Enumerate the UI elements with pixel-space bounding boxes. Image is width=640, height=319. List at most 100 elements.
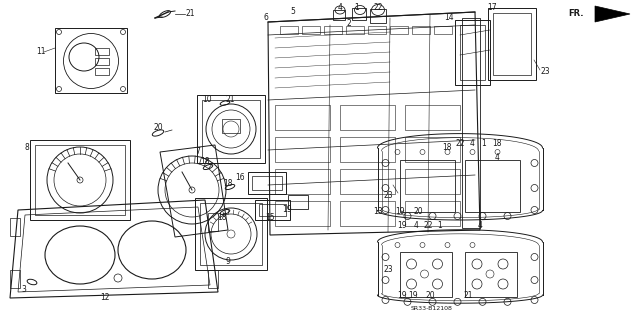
Bar (275, 105, 330, 130)
Text: 20: 20 (413, 207, 423, 217)
Bar (255, 200, 290, 220)
Text: 19: 19 (397, 291, 407, 300)
Bar (340, 137, 395, 162)
Bar (95, 58, 109, 65)
Text: 19: 19 (408, 291, 418, 300)
Text: 4: 4 (470, 138, 474, 147)
Bar (95, 68, 109, 75)
Text: 21: 21 (463, 291, 473, 300)
Text: 5: 5 (291, 8, 296, 17)
Text: 22: 22 (455, 138, 465, 147)
Text: 14: 14 (444, 13, 454, 23)
Text: 18: 18 (492, 138, 502, 147)
Text: 8: 8 (24, 144, 29, 152)
Text: 18: 18 (442, 144, 452, 152)
Text: 10: 10 (202, 95, 212, 105)
Text: 22: 22 (373, 3, 383, 11)
Text: 4: 4 (413, 220, 419, 229)
Text: 15: 15 (265, 213, 275, 222)
Bar (222, 119, 240, 133)
Text: 23: 23 (383, 265, 393, 275)
Text: 3: 3 (22, 286, 26, 294)
Bar (346, 26, 364, 34)
Bar (488, 8, 536, 80)
Text: 2: 2 (347, 19, 351, 27)
Text: 11: 11 (36, 48, 45, 56)
Bar (405, 169, 460, 194)
Text: 16: 16 (235, 174, 245, 182)
Bar (208, 270, 218, 288)
Bar (340, 105, 395, 130)
Text: 18: 18 (217, 213, 227, 222)
Bar (465, 160, 520, 212)
Bar (208, 213, 218, 231)
Bar (462, 18, 480, 228)
Text: 12: 12 (100, 293, 109, 301)
Text: 19: 19 (282, 205, 292, 214)
Text: 22: 22 (423, 220, 433, 229)
Text: 1: 1 (438, 220, 442, 229)
Text: 4: 4 (495, 152, 499, 161)
Text: 20: 20 (425, 291, 435, 300)
Bar (55, 28, 127, 93)
Bar (280, 26, 298, 34)
Text: 6: 6 (264, 13, 268, 23)
Bar (465, 252, 517, 297)
Text: FR.: FR. (568, 10, 584, 19)
Text: 18: 18 (200, 158, 210, 167)
Bar (288, 195, 308, 209)
Bar (95, 48, 109, 55)
Text: SR33-B12108: SR33-B12108 (411, 306, 453, 310)
Bar (259, 204, 286, 216)
Bar (460, 25, 485, 80)
Bar (405, 137, 460, 162)
Bar (390, 26, 408, 34)
Bar (368, 26, 386, 34)
Text: 7: 7 (196, 147, 200, 157)
Polygon shape (595, 6, 630, 22)
Bar (197, 95, 265, 163)
Bar (333, 10, 345, 20)
Bar (195, 198, 267, 270)
Bar (340, 201, 395, 226)
Bar (455, 20, 490, 85)
Bar (405, 105, 460, 130)
Bar (405, 201, 460, 226)
Bar (493, 13, 531, 75)
Bar (275, 201, 330, 226)
Bar (324, 26, 342, 34)
Text: 21: 21 (185, 9, 195, 18)
Bar (340, 169, 395, 194)
Bar (370, 9, 386, 23)
Text: 4: 4 (337, 3, 342, 11)
Text: 1: 1 (482, 138, 486, 147)
Bar (275, 169, 330, 194)
Text: 18: 18 (223, 179, 233, 188)
Text: 17: 17 (487, 3, 497, 11)
Bar (200, 203, 262, 265)
Text: 23: 23 (383, 190, 393, 199)
Text: 9: 9 (225, 257, 230, 266)
Text: 23: 23 (540, 68, 550, 77)
Bar (412, 26, 430, 34)
Text: 21: 21 (225, 95, 235, 105)
Text: 1: 1 (355, 3, 360, 11)
Bar (399, 252, 451, 297)
Bar (35, 145, 125, 215)
Bar (248, 172, 286, 194)
Bar (275, 137, 330, 162)
Text: 19: 19 (397, 220, 407, 229)
Bar (10, 270, 20, 288)
Bar (434, 26, 452, 34)
Bar (352, 8, 366, 20)
Bar (252, 176, 282, 190)
Bar (202, 100, 260, 158)
Bar (10, 218, 20, 236)
Text: 19: 19 (395, 207, 405, 217)
Text: 20: 20 (153, 123, 163, 132)
Text: 13: 13 (373, 207, 383, 217)
Bar (399, 160, 454, 212)
Text: 4: 4 (477, 220, 483, 229)
Bar (302, 26, 320, 34)
Bar (30, 140, 130, 220)
